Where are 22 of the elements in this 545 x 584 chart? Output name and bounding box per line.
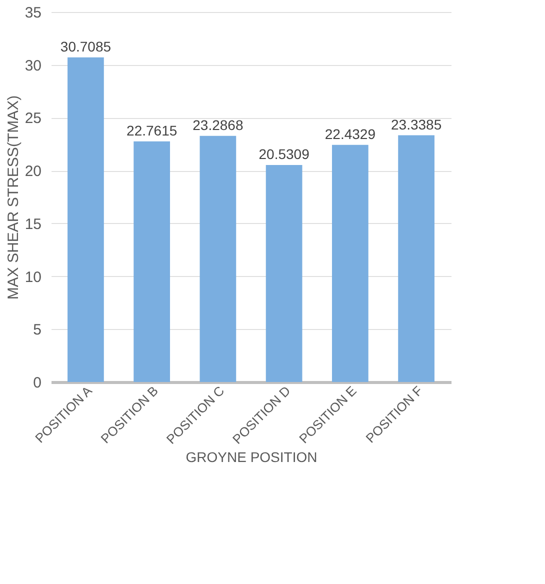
bar (134, 141, 170, 382)
y-tick-label: 0 (33, 374, 42, 392)
y-axis-title: MAX SHEAR STRESS(TMAX) (4, 95, 22, 300)
y-tick-label: 25 (24, 110, 42, 128)
y-tick-label: 15 (24, 216, 42, 233)
y-tick-label: 35 (24, 4, 42, 22)
bar (332, 144, 368, 382)
data-label: 23.2868 (192, 116, 244, 133)
bar (68, 57, 104, 382)
data-label: 22.4329 (324, 126, 376, 142)
y-tick-label: 20 (24, 163, 42, 180)
bar (398, 135, 434, 382)
y-tick-label: 30 (24, 57, 42, 74)
y-tick-label: 10 (24, 268, 42, 286)
data-label: 20.5309 (258, 146, 310, 162)
data-label: 23.3385 (390, 116, 442, 132)
bar (200, 136, 236, 382)
bar (266, 164, 302, 382)
y-tick-label: 5 (33, 322, 42, 339)
x-axis-title: GROYNE POSITION (186, 448, 318, 465)
data-label: 30.7085 (60, 38, 112, 54)
data-label: 22.7615 (126, 122, 178, 138)
